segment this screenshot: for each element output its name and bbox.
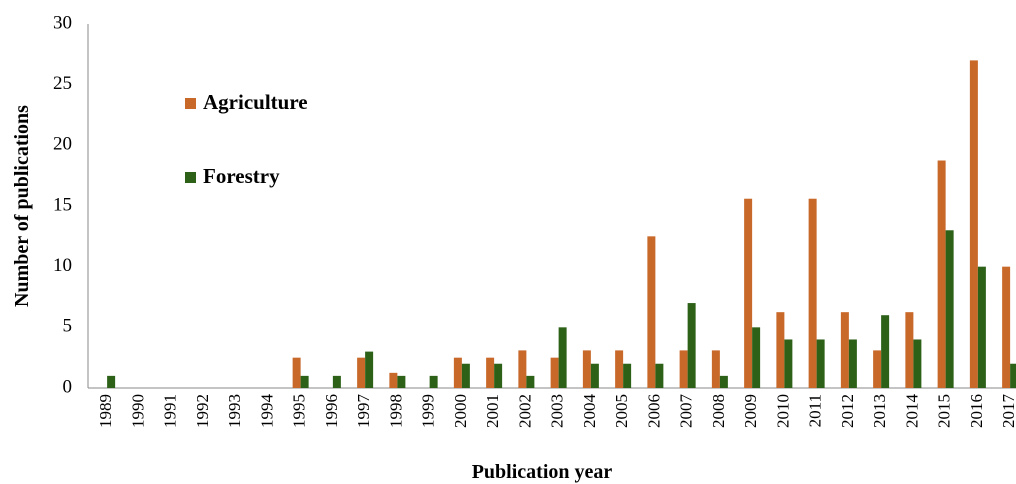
- x-tick-label: 2016: [967, 394, 986, 428]
- x-tick-label: 1995: [290, 394, 309, 428]
- bar: [550, 357, 559, 388]
- bar: [848, 339, 857, 388]
- x-tick-label: 2002: [515, 394, 534, 428]
- x-tick-label: 2009: [741, 394, 760, 428]
- y-tick-label: 0: [63, 376, 73, 397]
- x-tick-label: 1992: [193, 394, 212, 428]
- y-axis-label: Number of publications: [11, 105, 33, 307]
- y-tick-label: 10: [53, 255, 72, 276]
- x-tick-label: 1990: [128, 394, 147, 428]
- legend-label: Forestry: [203, 164, 280, 188]
- x-tick-label: 2014: [902, 394, 921, 429]
- bar: [486, 357, 495, 388]
- bar: [808, 198, 817, 388]
- x-tick-label: 1996: [322, 394, 341, 428]
- bar: [558, 327, 567, 388]
- bar: [453, 357, 462, 388]
- bar: [461, 363, 470, 388]
- bar: [332, 375, 341, 388]
- bar: [389, 372, 398, 388]
- bar: [945, 230, 954, 388]
- bar: [1010, 363, 1016, 388]
- bar: [526, 375, 535, 388]
- x-tick-label: 2015: [935, 394, 954, 428]
- x-tick-label: 2003: [548, 394, 567, 428]
- x-tick-label: 2010: [773, 394, 792, 428]
- x-tick-label: 1998: [386, 394, 405, 428]
- bar: [357, 357, 366, 388]
- bar: [679, 350, 688, 388]
- x-tick-label: 1989: [96, 394, 115, 428]
- y-tick-label: 15: [53, 194, 72, 215]
- bar: [977, 266, 986, 388]
- bar: [711, 350, 720, 388]
- legend-label: Agriculture: [203, 90, 308, 114]
- x-tick-label: 2017: [999, 394, 1016, 429]
- x-tick-label: 1993: [225, 394, 244, 428]
- y-tick-label: 25: [53, 73, 72, 94]
- x-tick-label: 2011: [806, 394, 825, 427]
- bar: [1002, 266, 1011, 388]
- bar: [937, 160, 946, 388]
- bar: [816, 339, 825, 388]
- y-tick-label: 5: [63, 316, 73, 337]
- x-tick-label: 1994: [257, 394, 276, 429]
- bar: [719, 375, 728, 388]
- x-tick-label: 2001: [483, 394, 502, 428]
- bar: [397, 375, 406, 388]
- bar: [615, 350, 624, 388]
- x-tick-label: 1997: [354, 394, 373, 429]
- x-tick-label: 2005: [612, 394, 631, 428]
- x-tick-label: 2012: [838, 394, 857, 428]
- bar: [518, 350, 527, 388]
- x-axis-label: Publication year: [472, 461, 613, 483]
- legend-swatch: [185, 172, 196, 183]
- bar: [623, 363, 632, 388]
- bar: [292, 357, 301, 388]
- bar: [300, 375, 309, 388]
- bar: [647, 236, 656, 388]
- bar: [582, 350, 591, 388]
- bar: [840, 312, 849, 388]
- bar: [873, 350, 882, 388]
- bar: [776, 312, 785, 388]
- x-tick-label: 2013: [870, 394, 889, 428]
- bar: [107, 375, 116, 388]
- x-tick-label: 1999: [419, 394, 438, 428]
- x-tick-label: 2007: [677, 394, 696, 429]
- y-tick-label: 30: [53, 12, 72, 33]
- bar: [969, 60, 978, 389]
- x-tick-label: 2008: [709, 394, 728, 428]
- bar: [905, 312, 914, 388]
- x-tick-label: 1991: [161, 394, 180, 428]
- bar: [752, 327, 761, 388]
- bar: [913, 339, 922, 388]
- x-tick-label: 2000: [451, 394, 470, 428]
- bar: [494, 363, 503, 388]
- y-tick-label: 20: [53, 134, 72, 155]
- bar: [784, 339, 793, 388]
- bar: [365, 351, 374, 388]
- bar: [744, 198, 753, 388]
- bar: [881, 315, 890, 388]
- bar: [687, 303, 696, 388]
- legend-swatch: [185, 98, 196, 109]
- bar: [655, 363, 664, 388]
- x-tick-label: 2004: [580, 394, 599, 429]
- bar: [590, 363, 599, 388]
- x-tick-label: 2006: [644, 394, 663, 428]
- bar: [429, 375, 438, 388]
